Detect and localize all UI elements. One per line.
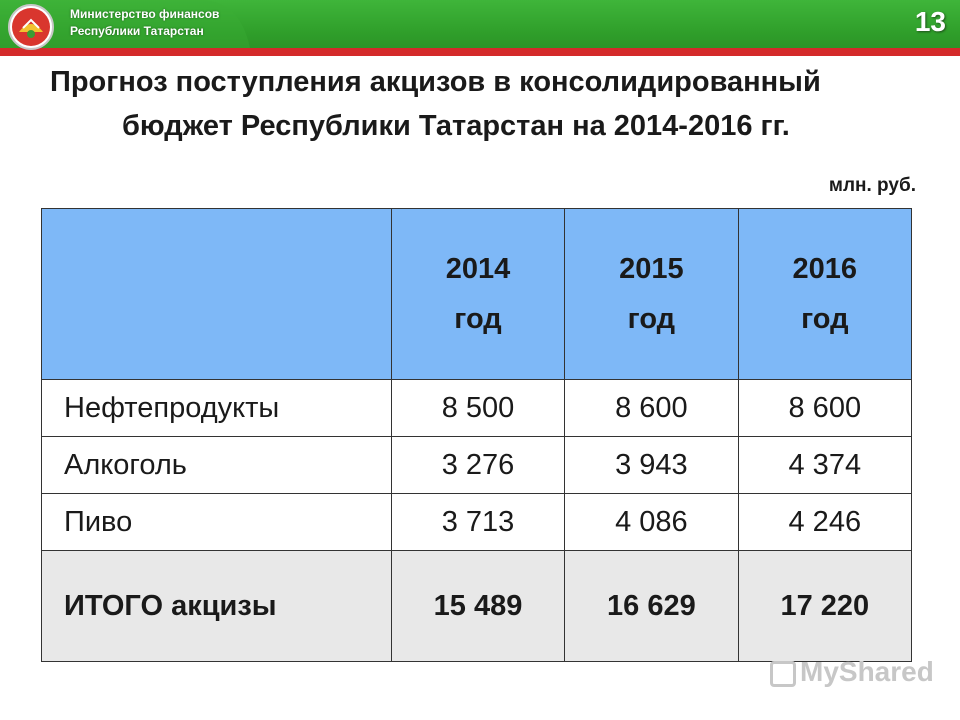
slide-number: 13 <box>914 6 946 37</box>
ministry-name: Министерство финансов Республики Татарст… <box>70 6 219 40</box>
cell-value: 8 600 <box>737 379 913 437</box>
total-value: 15 489 <box>390 550 566 662</box>
ministry-line2: Республики Татарстан <box>70 24 204 38</box>
table-row: Алкоголь 3 276 3 943 4 374 <box>41 436 913 494</box>
table-row: Нефтепродукты 8 500 8 600 8 600 <box>41 379 913 437</box>
cell-value: 4 374 <box>737 436 913 494</box>
col-year: 2016 <box>792 253 858 285</box>
watermark: MyShared <box>770 656 934 688</box>
cell-value: 8 600 <box>564 379 739 437</box>
total-label: ИТОГО акцизы <box>41 550 392 662</box>
table-header-row: 2014 год 2015 год 2016 год <box>41 208 913 380</box>
cell-value: 3 276 <box>390 436 566 494</box>
table-row: Пиво 3 713 4 086 4 246 <box>41 493 913 551</box>
cell-value: 8 500 <box>390 379 566 437</box>
header-red-stripe <box>0 48 960 56</box>
cell-value: 3 943 <box>564 436 739 494</box>
total-row: ИТОГО акцизы 15 489 16 629 17 220 <box>41 550 913 662</box>
column-header-2014: 2014 год <box>390 208 566 380</box>
col-year: 2014 <box>445 253 511 285</box>
presentation-icon <box>770 660 796 687</box>
row-label: Пиво <box>41 493 392 551</box>
column-header-2016: 2016 год <box>737 208 913 380</box>
empty-header-cell <box>41 208 392 380</box>
col-year-suffix: год <box>801 303 849 335</box>
title-line1: Прогноз поступления акцизов в консолидир… <box>50 66 821 98</box>
watermark-text: MyShared <box>800 656 934 687</box>
col-year: 2015 <box>619 253 684 285</box>
cell-value: 4 246 <box>737 493 913 551</box>
title-line2: бюджет Республики Татарстан на 2014-2016… <box>122 110 790 142</box>
excise-table: 2014 год 2015 год 2016 год Нефтепродукты… <box>41 208 913 662</box>
unit-label: млн. руб. <box>828 175 916 196</box>
total-value: 17 220 <box>737 550 913 662</box>
tatarstan-emblem-icon <box>8 4 54 50</box>
col-year-suffix: год <box>454 303 502 335</box>
column-header-2015: 2015 год <box>564 208 739 380</box>
total-value: 16 629 <box>564 550 739 662</box>
col-year-suffix: год <box>627 303 676 335</box>
row-label: Алкоголь <box>41 436 392 494</box>
cell-value: 4 086 <box>564 493 739 551</box>
header-bar <box>0 0 960 56</box>
page-title: Прогноз поступления акцизов в консолидир… <box>40 60 920 148</box>
ministry-line1: Министерство финансов <box>70 7 220 21</box>
cell-value: 3 713 <box>390 493 566 551</box>
row-label: Нефтепродукты <box>41 379 392 437</box>
header-curve-decoration <box>0 0 250 48</box>
